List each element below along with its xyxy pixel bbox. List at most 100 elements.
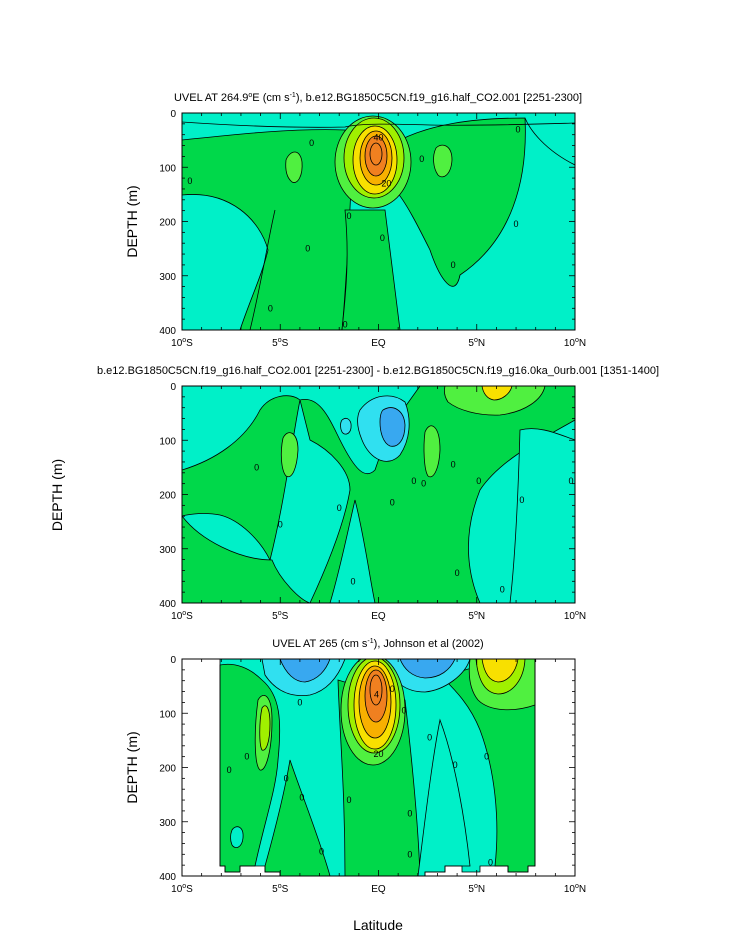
- y-tick-label: 200: [159, 764, 176, 775]
- contour-label: 0: [390, 684, 395, 694]
- panel-3-domain-outline: [219, 659, 536, 876]
- y-tick-label: 400: [159, 872, 176, 883]
- panel-3-field: [182, 659, 575, 876]
- panel-1-title: UVEL AT 264.9oE (cm s-1), b.e12.BG1850C5…: [174, 92, 582, 104]
- y-tick-label: 0: [170, 109, 176, 120]
- panel-2-east-cyan-region: [509, 428, 575, 603]
- x-tick-label: 10oN: [564, 883, 586, 895]
- y-tick-label: 200: [159, 218, 176, 229]
- contour-label: 0: [254, 462, 259, 472]
- contour-label: 20: [373, 749, 383, 759]
- panel-2-field: [182, 386, 575, 603]
- panel-2-northeast-yellow-region: [481, 386, 513, 401]
- contour-label: 4: [374, 689, 379, 699]
- y-tick-label: 300: [159, 818, 176, 829]
- x-tick-label: EQ: [371, 884, 386, 895]
- contour-label: 0: [484, 752, 489, 762]
- contour-label: 0: [305, 244, 310, 254]
- y-tick-label: 100: [159, 163, 176, 174]
- contour-label: 0: [268, 303, 273, 313]
- contour-label: 0: [380, 233, 385, 243]
- panel-2-southwest-green-region: [182, 515, 311, 603]
- contour-label: 0: [451, 460, 456, 470]
- y-tick-label: 100: [159, 709, 176, 720]
- y-tick-label: 400: [159, 326, 176, 337]
- contour-label: 0: [347, 795, 352, 805]
- panel-1-west-deep-contour: [249, 209, 276, 330]
- contour-label: 0: [390, 498, 395, 508]
- panel-2-central-green-region: [299, 386, 575, 603]
- y-tick-label: 0: [170, 382, 176, 393]
- panel-3-west-yellowgreen-patch: [259, 705, 271, 751]
- x-axis-label: Latitude: [353, 917, 403, 933]
- panel-1-east-light-patch: [433, 144, 453, 178]
- panel-2-deep-cyan-region: [329, 499, 376, 603]
- contour-label: 0: [419, 154, 424, 164]
- panel-1-field: [182, 113, 575, 330]
- contour-label: 0: [297, 697, 302, 707]
- y-tick-label: 400: [159, 599, 176, 610]
- contour-label: 0: [337, 503, 342, 513]
- contour-label: 0: [451, 260, 456, 270]
- panel-1-jet-ring-6: [369, 142, 383, 166]
- y-tick-label: 300: [159, 272, 176, 283]
- contour-label: 0: [500, 584, 505, 594]
- contour-label: 0: [227, 765, 232, 775]
- contour-label: 0: [278, 519, 283, 529]
- contour-label: 0: [343, 320, 348, 330]
- contour-label: 0: [411, 476, 416, 486]
- panel-3-small-cyan-patch: [230, 826, 244, 849]
- panel-2-west-light-patch: [280, 432, 299, 478]
- panel-2-title: b.e12.BG1850C5CN.f19_g16.half_CO2.001 [2…: [97, 365, 659, 377]
- x-tick-label: 10oN: [564, 610, 586, 622]
- x-tick-label: 5oN: [468, 883, 485, 895]
- contour-label: 0: [244, 752, 249, 762]
- x-tick-label: 5oS: [272, 883, 288, 895]
- contour-label: 0: [455, 568, 460, 578]
- contour-label: 40: [373, 132, 383, 142]
- panel-1-west-light-patch: [285, 151, 303, 183]
- x-tick-label: 10oS: [171, 610, 193, 622]
- contour-label: 0: [476, 476, 481, 486]
- x-tick-label: 5oS: [272, 337, 288, 349]
- x-tick-label: EQ: [371, 611, 386, 622]
- contour-label: 0: [488, 857, 493, 867]
- contour-label: 0: [514, 219, 519, 229]
- contour-label: 0: [309, 138, 314, 148]
- panel-1-east-green-region: [394, 117, 526, 287]
- panel-1-contour-labels: 40 20 0 0 0 0 0 0 0 0 0 0 0: [187, 124, 520, 329]
- panel-3-jet-ring-6: [369, 674, 383, 706]
- contour-label: 0: [319, 847, 324, 857]
- panel-1: UVEL AT 264.9oE (cm s-1), b.e12.BG1850C5…: [124, 92, 586, 349]
- x-tick-label: EQ: [371, 338, 386, 349]
- panel-3-west-negative-core: [279, 659, 331, 683]
- panel-2-central-light-patch: [423, 425, 441, 478]
- contour-label: 0: [519, 495, 524, 505]
- panel-2-negative-core-region: [379, 407, 406, 447]
- y-tick-label: 0: [170, 655, 176, 666]
- y-tick-label: 200: [159, 491, 176, 502]
- panel-3-northeast-yellow-region: [481, 659, 519, 683]
- panel-1-central-green-column: [341, 209, 401, 330]
- contour-label: 0: [284, 773, 289, 783]
- panel-1-surface-contour: [182, 121, 575, 128]
- x-tick-label: 10oN: [564, 337, 586, 349]
- contour-label: 0: [569, 476, 574, 486]
- x-tick-label: 10oS: [171, 337, 193, 349]
- panel-1-east-deep-contour: [524, 117, 575, 166]
- contour-label: 0: [350, 576, 355, 586]
- x-tick-label: 10oS: [171, 883, 193, 895]
- contour-label: 0: [427, 733, 432, 743]
- contour-label: 0: [516, 124, 521, 134]
- contour-label: 20: [381, 179, 391, 189]
- y-tick-label: 300: [159, 545, 176, 556]
- y-axis-label: DEPTH (m): [124, 185, 140, 257]
- x-tick-label: 5oN: [468, 610, 485, 622]
- y-tick-label: 100: [159, 436, 176, 447]
- contour-label: 0: [402, 706, 407, 716]
